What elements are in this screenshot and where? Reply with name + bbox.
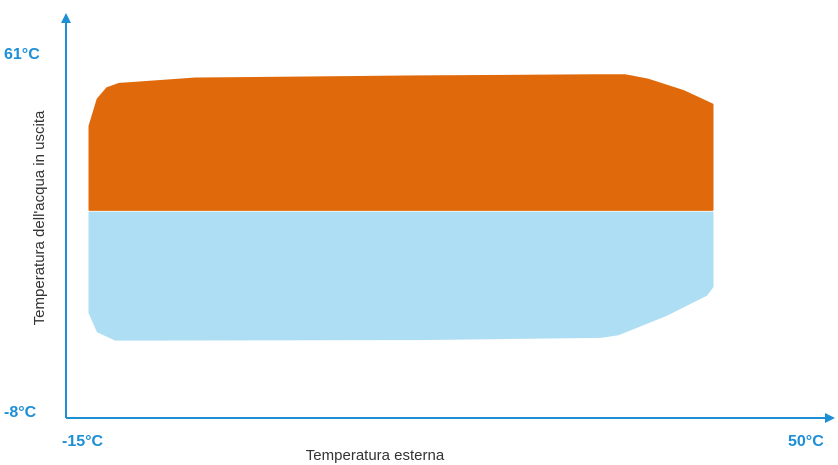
y-axis-title: Temperatura dell'acqua in uscita xyxy=(31,110,48,325)
area-lower-range xyxy=(88,211,714,341)
area-upper-range xyxy=(88,74,714,211)
x-axis-title: Temperatura esterna xyxy=(306,447,445,464)
x-tick-label-min: -15°C xyxy=(62,433,104,450)
x-tick-label-max: 50°C xyxy=(788,433,824,450)
y-tick-label-min: -8°C xyxy=(4,404,37,421)
y-tick-label-max: 61°C xyxy=(4,46,40,63)
series-layer xyxy=(88,74,714,341)
